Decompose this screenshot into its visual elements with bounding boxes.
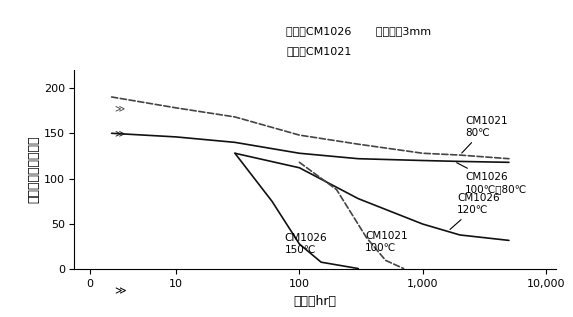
Text: 破線：CM1021: 破線：CM1021: [286, 46, 352, 56]
Text: ≫: ≫: [114, 286, 125, 296]
Text: CM1021
80℃: CM1021 80℃: [462, 116, 508, 153]
Text: ≫: ≫: [115, 103, 125, 113]
Y-axis label: 引張破断伸び（％）: 引張破断伸び（％）: [28, 136, 41, 203]
Text: 実線：CM1026       試験片：3mm: 実線：CM1026 試験片：3mm: [286, 26, 431, 36]
Text: CM1026
120℃: CM1026 120℃: [450, 193, 500, 230]
Text: CM1026
150℃: CM1026 150℃: [285, 233, 327, 255]
X-axis label: 時間（hr）: 時間（hr）: [293, 295, 337, 308]
Text: CM1026
100℃、80℃: CM1026 100℃、80℃: [457, 163, 527, 194]
Text: ≫: ≫: [115, 128, 125, 138]
Text: CM1021
100℃: CM1021 100℃: [365, 231, 407, 253]
